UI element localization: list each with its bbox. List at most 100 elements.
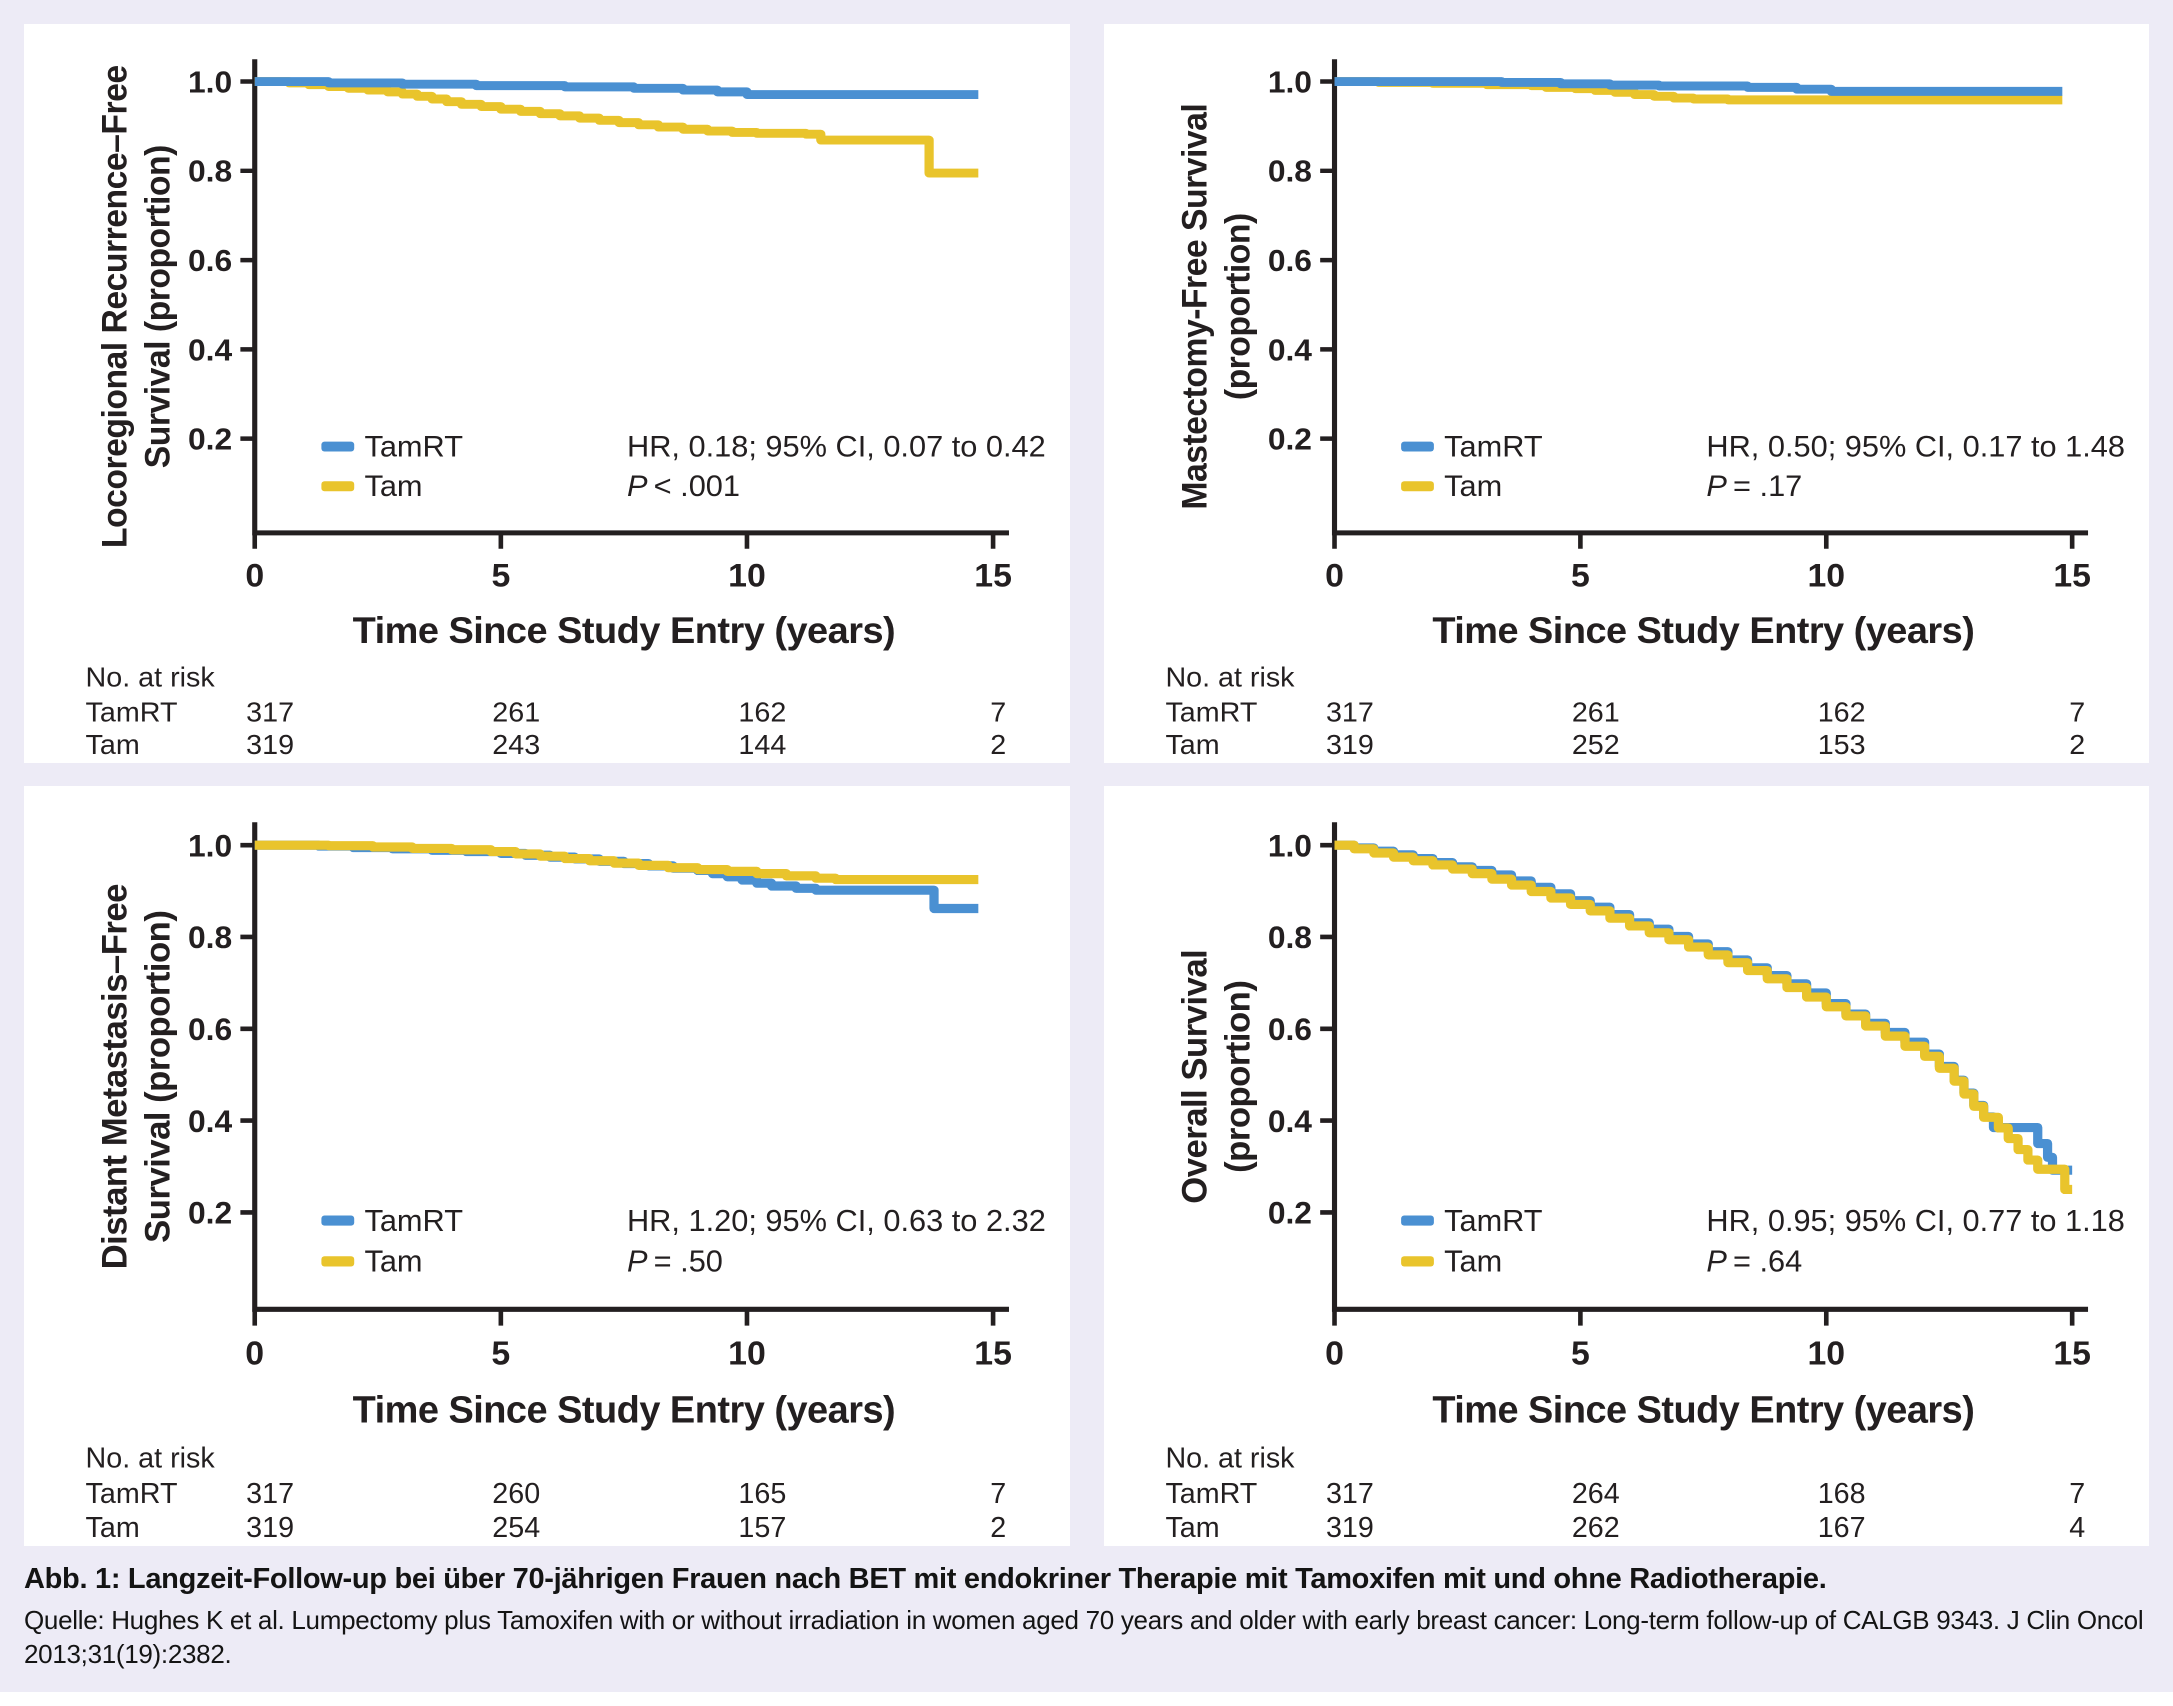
stats-hr: HR, 1.20; 95% CI, 0.63 to 2.32	[627, 1203, 1046, 1238]
y-tick-label: 1.0	[188, 827, 232, 863]
panel-locoregional: Locoregional Recurrence–Free Survival (p…	[24, 24, 1070, 763]
legend-swatch-tam	[1401, 1256, 1434, 1267]
x-axis-title: Time Since Study Entry (years)	[1432, 1390, 1974, 1432]
y-tick-label: 1.0	[1268, 65, 1312, 99]
y-tick-label: 0.2	[1268, 1195, 1312, 1231]
risk-value: 7	[2069, 696, 2085, 727]
risk-value: 261	[492, 696, 540, 727]
risk-value: 7	[990, 696, 1006, 727]
panel-distant-metastasis: Distant Metastasis–Free Survival (propor…	[24, 786, 1070, 1546]
legend-label-tam: Tam	[364, 1244, 422, 1279]
x-tick-label: 0	[245, 1334, 264, 1372]
x-tick-label: 5	[491, 1334, 510, 1372]
risk-value: 168	[1818, 1478, 1866, 1510]
risk-value: 319	[1326, 728, 1374, 759]
y-tick-label: 1.0	[1268, 827, 1312, 863]
x-tick-label: 0	[1325, 1334, 1344, 1372]
legend-swatch-tamrt	[1401, 1215, 1434, 1226]
tick-marks	[1320, 79, 2075, 549]
chart-3-tamrt	[1334, 840, 2073, 1175]
risk-value: 165	[738, 1478, 786, 1510]
stats-p-label: P	[627, 471, 648, 503]
risk-table-header: No. at risk	[1165, 1443, 1295, 1475]
x-tick-label: 15	[2053, 558, 2091, 594]
stats-p-label: P	[1706, 1245, 1727, 1279]
risk-value: 319	[246, 729, 294, 760]
risk-value: 167	[1818, 1512, 1866, 1544]
x-axis-title: Time Since Study Entry (years)	[1432, 610, 1974, 651]
risk-value: 4	[2069, 1512, 2085, 1544]
legend-label-tam: Tam	[1444, 1245, 1502, 1279]
risk-row-label-tam: Tam	[86, 1512, 140, 1544]
legend-swatch-tam	[1401, 481, 1434, 492]
x-axis-title: Time Since Study Entry (years)	[353, 1390, 895, 1432]
x-tick-label: 15	[2053, 1334, 2091, 1372]
risk-value: 262	[1572, 1512, 1620, 1544]
risk-value: 317	[1326, 696, 1374, 727]
legend-label-tam: Tam	[1444, 471, 1502, 503]
x-tick-label: 10	[728, 558, 766, 594]
risk-value: 243	[492, 729, 540, 760]
x-tick-label: 15	[974, 558, 1012, 594]
risk-row-label-tam: Tam	[1165, 1512, 1219, 1544]
y-tick-label: 0.6	[1268, 1011, 1312, 1047]
chart-2-tam	[254, 840, 979, 885]
risk-value: 260	[492, 1478, 540, 1510]
stats-hr: HR, 0.95; 95% CI, 0.77 to 1.18	[1706, 1204, 2124, 1238]
legend-swatch-tamrt	[321, 1215, 355, 1226]
x-tick-label: 5	[1571, 558, 1590, 594]
stats-p-value: < .001	[654, 471, 740, 503]
y-axis-label-line1: Distant Metastasis–Free	[96, 884, 134, 1269]
tick-marks	[240, 842, 996, 1326]
bottom-margin-strip	[0, 1692, 2173, 1706]
y-tick-label: 0.2	[1268, 422, 1312, 456]
stats-p-value: = .50	[654, 1244, 723, 1279]
risk-value: 162	[738, 696, 786, 727]
y-tick-label: 0.8	[188, 919, 232, 955]
y-axis-label-line2: (proportion)	[1219, 981, 1257, 1173]
y-tick-label: 1.0	[188, 65, 232, 99]
stats-p-label: P	[627, 1244, 648, 1279]
x-tick-label: 0	[245, 558, 264, 594]
risk-value: 2	[2069, 728, 2085, 759]
risk-row-label-tam: Tam	[86, 729, 140, 760]
stats-p-value: = .17	[1733, 471, 1802, 503]
risk-value: 252	[1572, 728, 1620, 759]
y-tick-label: 0.6	[188, 1011, 232, 1047]
y-tick-label: 0.6	[1268, 243, 1312, 277]
legend-swatch-tam	[321, 1256, 355, 1267]
stats-hr: HR, 0.50; 95% CI, 0.17 to 1.48	[1706, 431, 2125, 463]
caption-source: Quelle: Hughes K et al. Lumpectomy plus …	[24, 1604, 2144, 1669]
risk-value: 153	[1818, 728, 1866, 759]
y-tick-label: 0.4	[188, 333, 233, 367]
stats-p-label: P	[1706, 471, 1727, 503]
risk-value: 317	[246, 696, 294, 727]
legend-label-tam: Tam	[364, 471, 422, 503]
x-tick-label: 10	[1807, 558, 1845, 594]
panel-mastectomy: Mastectomy-Free Survival (proportion) 1.…	[1104, 24, 2149, 763]
risk-value: 162	[1818, 696, 1866, 727]
y-tick-label: 0.8	[1268, 919, 1312, 955]
chart-3-tam	[1334, 840, 2073, 1195]
risk-value: 157	[738, 1512, 786, 1544]
x-tick-label: 15	[974, 1334, 1012, 1372]
x-tick-label: 0	[1325, 558, 1344, 594]
risk-value: 144	[738, 729, 786, 760]
risk-table-header: No. at risk	[1165, 661, 1295, 692]
y-tick-label: 0.4	[1268, 333, 1313, 367]
risk-table-header: No. at risk	[86, 1443, 216, 1475]
panel-overall-survival: Overall Survival (proportion) 1.0 0.8 0.…	[1104, 786, 2149, 1546]
y-axis-label-line1: Locoregional Recurrence–Free	[96, 65, 135, 548]
stats-hr: HR, 0.18; 95% CI, 0.07 to 0.42	[627, 431, 1046, 463]
figure-caption: Abb. 1: Langzeit-Follow-up bei über 70-j…	[24, 1562, 2149, 1671]
legend-swatch-tam	[321, 481, 355, 492]
risk-row-label-tamrt: TamRT	[1165, 1478, 1257, 1510]
tick-marks	[1320, 842, 2075, 1326]
y-tick-label: 0.8	[1268, 154, 1312, 188]
x-axis-title: Time Since Study Entry (years)	[353, 610, 896, 651]
legend-label-tamrt: TamRT	[1444, 1204, 1543, 1238]
risk-row-label-tam: Tam	[1165, 728, 1219, 759]
caption-title: Abb. 1: Langzeit-Follow-up bei über 70-j…	[24, 1563, 1827, 1595]
y-tick-label: 0.6	[188, 243, 232, 277]
